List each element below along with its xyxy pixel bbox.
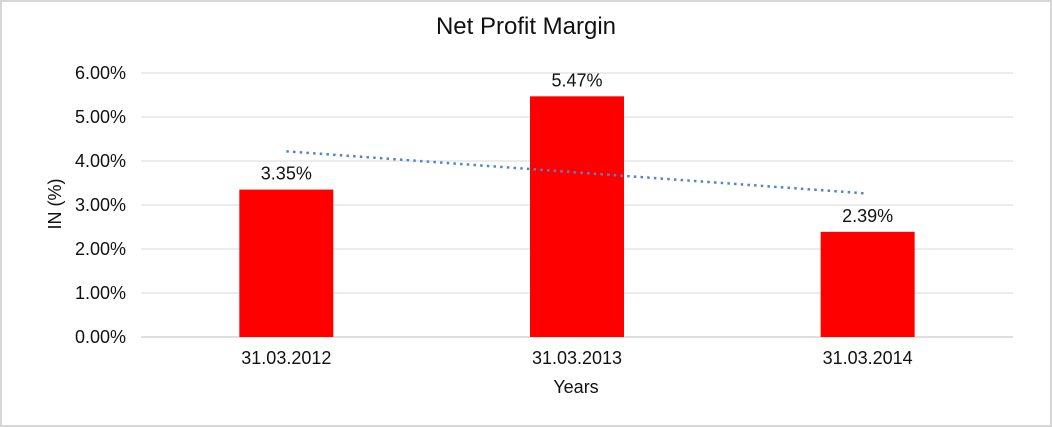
frame-top-border <box>0 0 995 2</box>
chart-title: Net Profit Margin <box>435 13 617 40</box>
y-tick-label: 3.00% <box>75 195 126 215</box>
y-tick-label: 5.00% <box>75 107 126 127</box>
bar <box>820 231 915 337</box>
y-tick-label: 0.00% <box>75 327 126 347</box>
bar-data-label: 3.35% <box>261 164 312 184</box>
y-tick-label: 6.00% <box>75 63 126 83</box>
x-category-label: 31.03.2014 <box>823 348 913 368</box>
x-axis-title: Years <box>553 377 599 397</box>
bar <box>239 189 334 337</box>
bar-data-label: 2.39% <box>842 206 893 226</box>
x-category-label: 31.03.2012 <box>241 348 331 368</box>
bar-data-label: 5.47% <box>551 70 602 90</box>
y-tick-label: 2.00% <box>75 239 126 259</box>
y-tick-label: 4.00% <box>75 151 126 171</box>
bar <box>530 96 624 337</box>
x-category-label: 31.03.2013 <box>532 348 622 368</box>
y-tick-label: 1.00% <box>75 283 126 303</box>
